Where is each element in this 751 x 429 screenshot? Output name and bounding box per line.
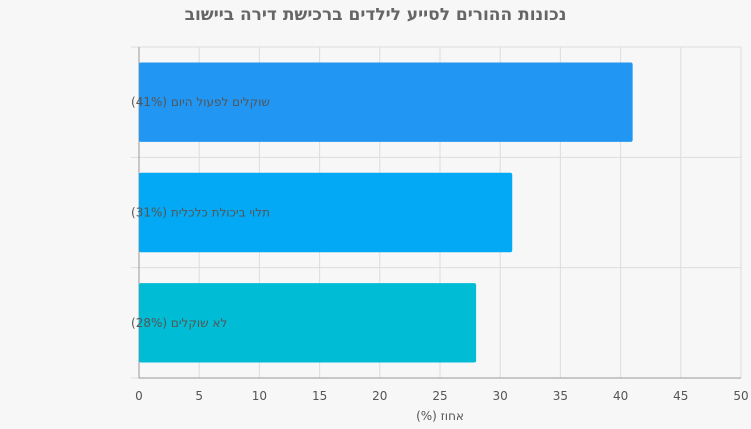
x-tick-label: 25 (432, 389, 447, 403)
x-tick-label: 35 (553, 389, 568, 403)
x-tick-label: 15 (312, 389, 327, 403)
category-label: לא שוקלים (28%) (131, 316, 227, 330)
category-label: שוקלים לפעול היום (41%) (131, 95, 270, 109)
chart-title: נכונות ההורים לסייע לילדים ברכישת דירה ב… (184, 5, 567, 25)
category-label: תלוי ביכולת כלכלית (31%) (131, 206, 270, 220)
bar (139, 283, 477, 363)
x-tick-label: 30 (493, 389, 508, 403)
x-tick-label: 40 (613, 389, 628, 403)
bar (139, 172, 513, 253)
x-tick-label: 0 (135, 389, 143, 403)
x-tick-label: 20 (372, 389, 387, 403)
x-tick-label: 10 (252, 389, 267, 403)
x-tick-label: 50 (733, 389, 748, 403)
bar (139, 62, 633, 142)
x-tick-label: 5 (195, 389, 203, 403)
x-tick-label: 45 (673, 389, 688, 403)
x-axis-title: אחוז (%) (416, 409, 464, 423)
